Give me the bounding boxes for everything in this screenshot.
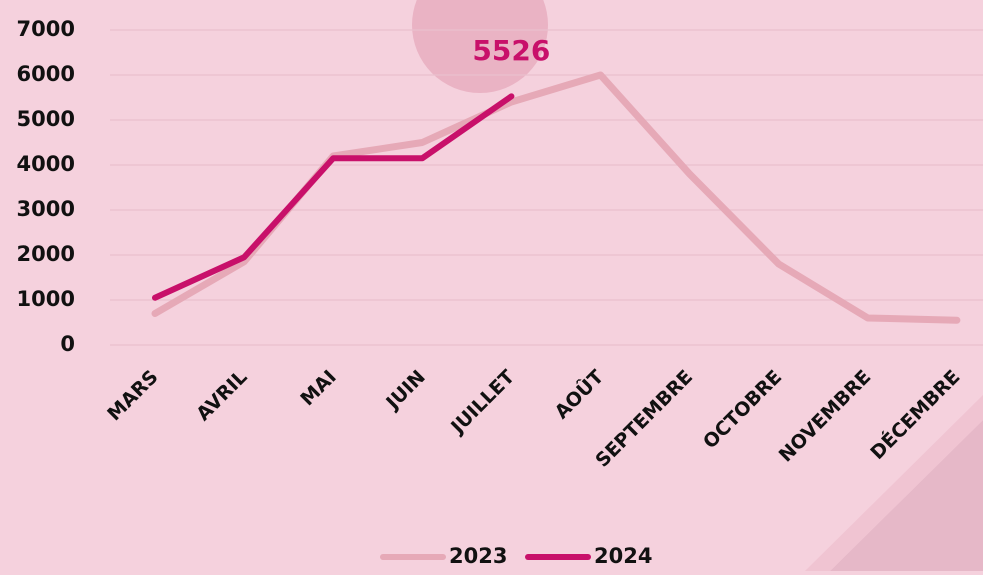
line-1 bbox=[152, 93, 515, 301]
x-tick-label: AVRIL bbox=[192, 366, 251, 425]
y-tick-label: 6000 bbox=[17, 62, 75, 86]
y-tick-label: 5000 bbox=[17, 107, 75, 131]
x-tick-label: AOÛT bbox=[549, 365, 608, 424]
line-0 bbox=[151, 71, 961, 324]
x-tick-label: JUIN bbox=[381, 366, 430, 415]
decor-circle bbox=[412, 0, 548, 93]
x-tick-label: MARS bbox=[103, 366, 162, 425]
x-tick-label: NOVEMBRE bbox=[775, 366, 876, 467]
y-tick-label: 1000 bbox=[17, 287, 75, 311]
y-tick-label: 7000 bbox=[17, 17, 75, 41]
legend-label: 2023 bbox=[449, 544, 507, 568]
y-tick-label: 0 bbox=[60, 332, 75, 356]
x-tick-label: OCTOBRE bbox=[699, 366, 786, 453]
y-tick-label: 2000 bbox=[17, 242, 75, 266]
legend-label: 2024 bbox=[594, 544, 652, 568]
y-tick-label: 3000 bbox=[17, 197, 75, 221]
decor-band bbox=[805, 395, 983, 571]
y-tick-label: 4000 bbox=[17, 152, 75, 176]
x-tick-label: JUILLET bbox=[446, 366, 519, 439]
data-label: 5526 bbox=[472, 34, 550, 67]
x-tick-label: MAI bbox=[296, 366, 340, 410]
